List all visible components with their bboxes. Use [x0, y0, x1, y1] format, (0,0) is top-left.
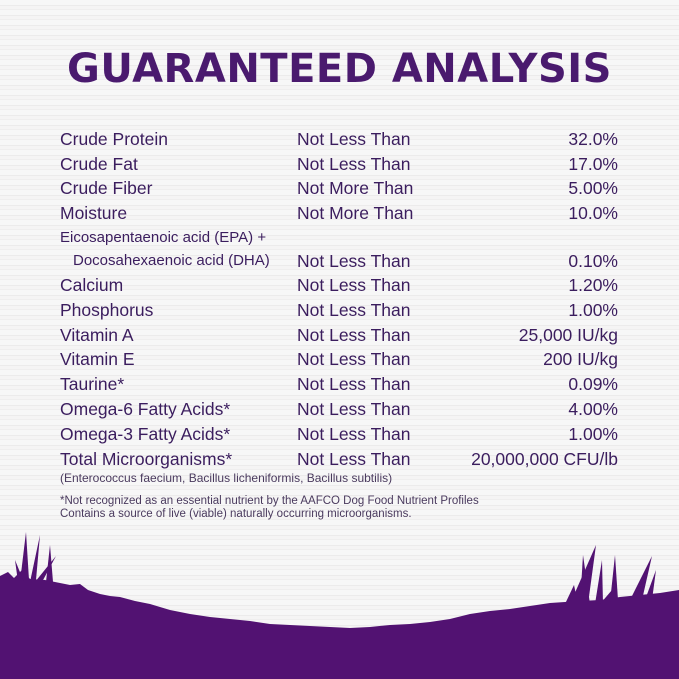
claim: Not Less Than	[297, 449, 411, 469]
claim: Not Less Than	[297, 275, 411, 295]
nutrient: Vitamin A	[60, 325, 134, 345]
nutrient: Crude Protein	[60, 129, 168, 149]
nutrient-continued: Docosahexaenoic acid (DHA)	[73, 252, 270, 269]
table-row: Vitamin A Not Less Than 25,000 IU/kg	[60, 323, 618, 347]
table-row: Omega-6 Fatty Acids* Not Less Than 4.00%	[60, 397, 618, 421]
table-row: Omega-3 Fatty Acids* Not Less Than 1.00%	[60, 422, 618, 446]
value: 32.0%	[568, 129, 618, 149]
claim: Not Less Than	[297, 399, 411, 419]
table-row: Moisture Not More Than 10.0%	[60, 201, 618, 225]
nutrient: Taurine*	[60, 374, 125, 394]
claim: Not Less Than	[297, 325, 411, 345]
nutrient: Crude Fiber	[60, 178, 153, 198]
value: 20,000,000 CFU/lb	[471, 449, 618, 469]
claim: Not More Than	[297, 203, 414, 223]
table-row: Total Microorganisms* Not Less Than 20,000…	[60, 447, 618, 471]
nutrient: Phosphorus	[60, 300, 154, 320]
page-title: GUARANTEED ANALYSIS	[67, 46, 612, 92]
claim: Not Less Than	[297, 424, 411, 444]
nutrient: Crude Fat	[60, 154, 138, 174]
value: 0.10%	[568, 251, 618, 271]
nutrient: Total Microorganisms*	[60, 449, 233, 469]
table-row: Calcium Not Less Than 1.20%	[60, 273, 618, 297]
nutrient: Omega-3 Fatty Acids*	[60, 424, 231, 444]
claim: Not Less Than	[297, 349, 411, 369]
nutrient: Vitamin E	[60, 349, 135, 369]
claim: Not More Than	[297, 178, 414, 198]
nutrient: Calcium	[60, 275, 124, 295]
claim: Not Less Than	[297, 300, 411, 320]
nutrient: Moisture	[60, 203, 128, 223]
value: 10.0%	[568, 203, 618, 223]
nutrient: Omega-6 Fatty Acids*	[60, 399, 231, 419]
value: 4.00%	[568, 399, 618, 419]
value: 17.0%	[568, 154, 618, 174]
value: 200 IU/kg	[543, 349, 618, 369]
table-row: Phosphorus Not Less Than 1.00%	[60, 298, 618, 322]
claim: Not Less Than	[297, 251, 411, 271]
claim: Not Less Than	[297, 374, 411, 394]
value: 5.00%	[568, 178, 618, 198]
table-row: Vitamin E Not Less Than 200 IU/kg	[60, 347, 618, 371]
value: 1.00%	[568, 300, 618, 320]
table-row: Taurine* Not Less Than 0.09%	[60, 372, 618, 396]
value: 1.00%	[568, 424, 618, 444]
table-row-label-line: Eicosapentaenoic acid (EPA) +	[60, 226, 618, 250]
footnote-live-microorganisms: Contains a source of live (viable) natur…	[60, 508, 412, 520]
value: 1.20%	[568, 275, 618, 295]
value: 0.09%	[568, 374, 618, 394]
table-row: Crude Fiber Not More Than 5.00%	[60, 176, 618, 200]
value: 25,000 IU/kg	[518, 325, 618, 345]
footnote-aafco: *Not recognized as an essential nutrient…	[60, 495, 479, 507]
table-row: Crude Protein Not Less Than 32.0%	[60, 127, 618, 151]
claim: Not Less Than	[297, 129, 411, 149]
nutrient: Eicosapentaenoic acid (EPA) +	[60, 229, 267, 246]
table-row: Crude Fat Not Less Than 17.0%	[60, 152, 618, 176]
microorganisms-note: (Enterococcus faecium, Bacillus lichenif…	[60, 471, 393, 485]
table-row: Docosahexaenoic acid (DHA) Not Less Than 0…	[60, 249, 618, 273]
claim: Not Less Than	[297, 154, 411, 174]
